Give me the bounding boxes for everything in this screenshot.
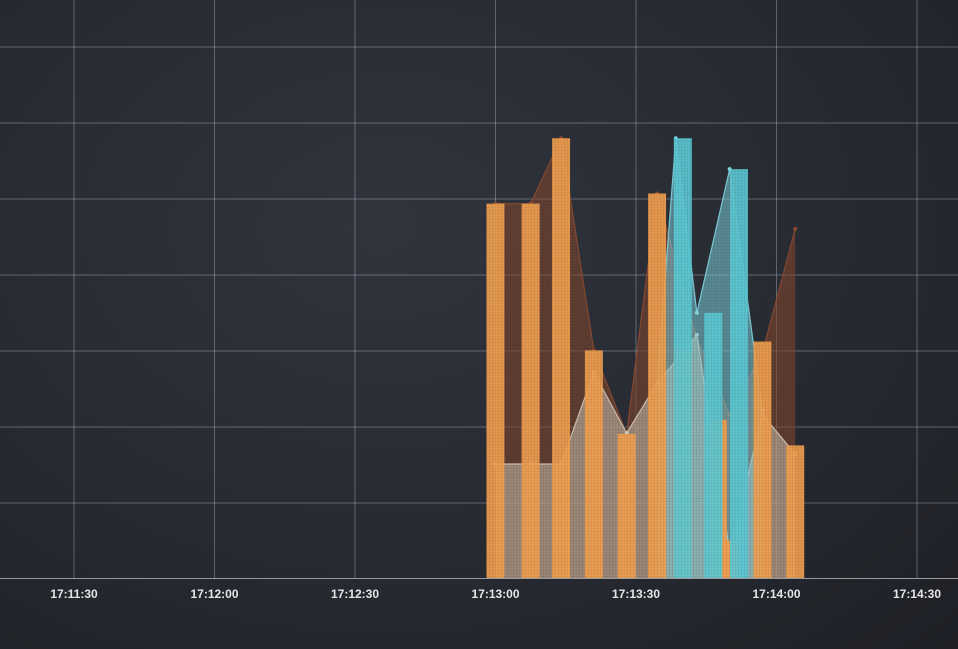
- bar-texture: [704, 312, 723, 578]
- x-tick-label: 17:13:30: [612, 587, 660, 601]
- chart-grid: [0, 0, 958, 578]
- x-axis: 17:11:30 17:12:00 17:12:30 17:13:00 17:13:30…: [0, 578, 958, 601]
- bar-texture: [730, 169, 749, 578]
- bar-texture: [617, 433, 636, 578]
- x-tick-label: 17:11:30: [50, 587, 98, 601]
- bar-texture: [552, 138, 571, 578]
- x-tick-label: 17:12:30: [331, 587, 379, 601]
- bar-texture: [753, 341, 772, 578]
- bar-texture: [486, 203, 505, 578]
- x-tick-label: 17:13:00: [471, 587, 519, 601]
- x-tick-label: 17:14:30: [893, 587, 941, 601]
- x-tick-label: 17:12:00: [190, 587, 238, 601]
- bar-texture: [786, 445, 805, 578]
- bar-texture: [521, 203, 540, 578]
- data-point: [694, 310, 699, 315]
- bar-texture: [648, 193, 667, 578]
- bar-series: [486, 138, 805, 578]
- bar-texture: [584, 350, 603, 578]
- bar-texture: [673, 138, 692, 578]
- data-point: [793, 226, 798, 231]
- x-tick-label: 17:14:00: [752, 587, 800, 601]
